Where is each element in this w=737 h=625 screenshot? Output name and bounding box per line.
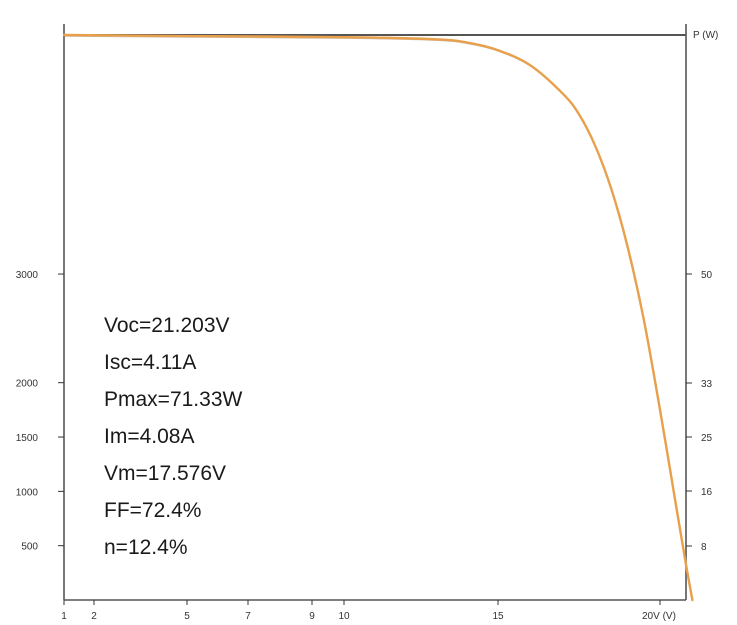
efficiency-annotation: n=12.4% (104, 536, 188, 559)
ff-annotation: FF=72.4% (104, 499, 201, 522)
x-tick-label: 9 (309, 611, 315, 622)
x-tick-label: 7 (245, 611, 251, 622)
left-tick-label: 1000 (16, 487, 39, 498)
left-tick-label: 2000 (16, 379, 39, 390)
im-annotation: Im=4.08A (104, 425, 194, 448)
vm-annotation: Vm=17.576V (104, 462, 226, 485)
x-axis-ticks: 1 2 5 7 9 10 15 20V (V) (61, 600, 676, 622)
x-tick-label: 1 (61, 611, 67, 622)
left-tick-label: 500 (21, 542, 38, 553)
right-tick-label: 8 (701, 542, 707, 553)
x-tick-label: 15 (492, 611, 504, 622)
left-axis-ticks: 500 1000 1500 2000 3000 (16, 270, 64, 553)
iv-curve-series (62, 33, 694, 602)
left-tick-label: 3000 (16, 270, 39, 281)
stats-annotation-block: Voc=21.203V Isc=4.11A Pmax=71.33W Im=4.0… (104, 314, 242, 559)
left-tick-label: 1500 (16, 433, 39, 444)
right-tick-label: 33 (701, 379, 713, 390)
right-tick-label: 50 (701, 270, 713, 281)
right-axis-ticks: 8 16 25 33 50 (686, 270, 713, 553)
pmax-annotation: Pmax=71.33W (104, 388, 242, 411)
voc-annotation: Voc=21.203V (104, 314, 230, 337)
x-tick-label: 5 (184, 611, 190, 622)
isc-annotation: Isc=4.11A (104, 351, 196, 374)
x-tick-label: 2 (91, 611, 97, 622)
right-tick-label: 25 (701, 433, 713, 444)
right-tick-label: 16 (701, 487, 713, 498)
x-tick-label: 20V (V) (642, 611, 676, 622)
x-tick-label: 10 (338, 611, 350, 622)
right-axis-label: P (W) (693, 30, 718, 41)
